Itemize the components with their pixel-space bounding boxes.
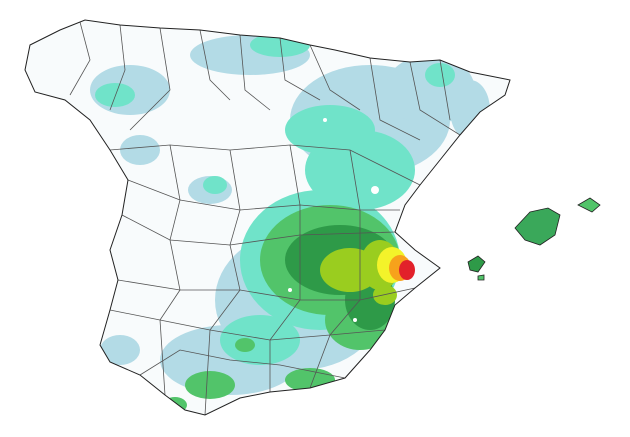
dry-spots — [288, 118, 379, 322]
menorca — [577, 197, 601, 213]
formentera — [477, 274, 485, 281]
mallorca — [514, 207, 561, 246]
ibiza — [467, 255, 486, 273]
province-borders — [69, 21, 461, 415]
country-border — [24, 19, 511, 416]
precipitation-layer — [25, 20, 510, 415]
maximum-rain — [399, 260, 415, 280]
balearic-islands — [467, 197, 601, 281]
